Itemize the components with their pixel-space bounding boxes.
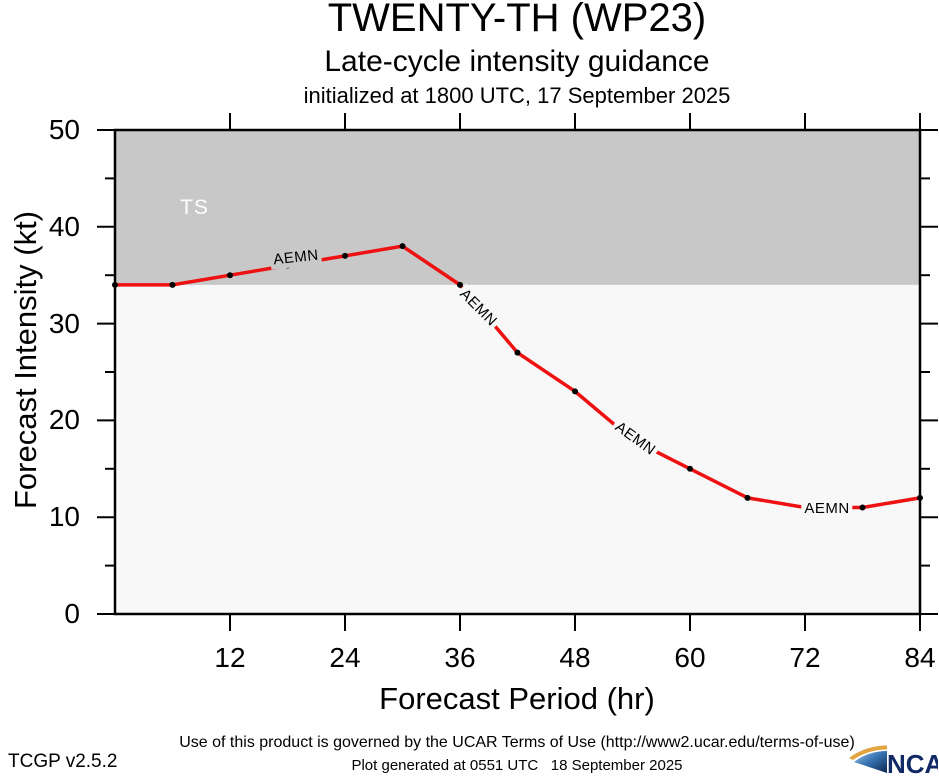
- zone-ts: [115, 130, 920, 285]
- y-tick-label: 30: [48, 307, 80, 339]
- terms-of-use-text: Use of this product is governed by the U…: [179, 734, 855, 751]
- data-point-marker: [227, 272, 233, 279]
- ncar-logo-orange-stripe: [849, 745, 887, 760]
- plot-frame: [113, 128, 922, 616]
- data-point-marker: [514, 349, 521, 356]
- intensity-plot-svg: [97, 113, 938, 631]
- y-tick-label: 0: [64, 598, 80, 629]
- x-tick-label: 12: [214, 642, 246, 673]
- data-point-marker: [399, 243, 406, 250]
- ncar-logo-text: NCAR: [887, 749, 938, 779]
- y-tick-label: 40: [48, 210, 80, 242]
- line-label-aemn: AEMN: [801, 500, 853, 519]
- x-axis-title: Forecast Period (hr): [379, 681, 655, 716]
- x-tick-label: 48: [559, 642, 591, 673]
- zone-label-ts: TS: [180, 196, 209, 220]
- data-point-marker: [572, 388, 578, 395]
- data-point-marker: [744, 494, 751, 501]
- x-tick-label: 60: [674, 642, 706, 673]
- data-point-marker: [917, 494, 923, 501]
- tcgp-version-text: TCGP v2.5.2: [8, 751, 118, 772]
- data-point-marker: [859, 504, 866, 511]
- x-tick-label: 84: [904, 642, 936, 673]
- intensity-plot-area: [97, 113, 938, 631]
- data-point-marker: [342, 252, 348, 259]
- plot-generated-text: Plot generated at 0551 UTC 18 September …: [351, 757, 683, 774]
- storm-title: TWENTY-TH (WP23): [327, 0, 707, 40]
- data-point-marker: [687, 465, 693, 472]
- y-tick-label: 50: [48, 114, 80, 145]
- ncar-logo: NCAR: [849, 745, 938, 779]
- data-point-marker: [169, 281, 176, 288]
- x-tick-label: 72: [789, 642, 821, 673]
- y-axis-title: Forecast Intensity (kt): [8, 210, 43, 510]
- y-tick-label: 10: [48, 501, 80, 533]
- data-point-marker: [112, 281, 118, 288]
- plot-subtitle: Late-cycle intensity guidance: [324, 45, 710, 78]
- init-time-line: initialized at 1800 UTC, 17 September 20…: [303, 83, 731, 108]
- x-tick-label: 24: [329, 642, 361, 673]
- ncar-logo-blue-sail: [854, 751, 887, 773]
- x-tick-label: 36: [444, 642, 476, 673]
- y-tick-label: 20: [48, 404, 80, 436]
